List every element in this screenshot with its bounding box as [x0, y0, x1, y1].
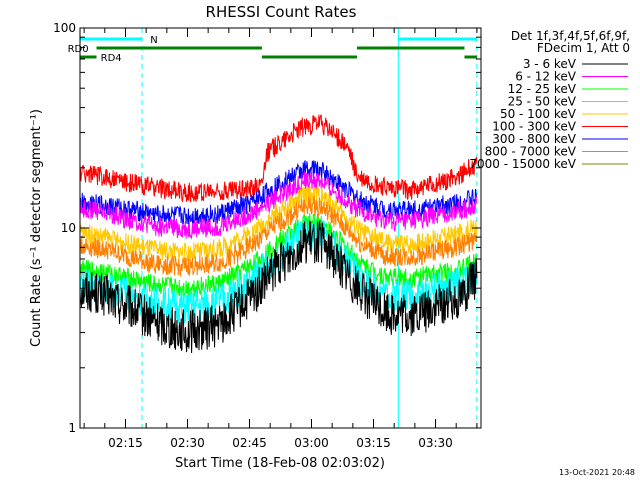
x-axis-label: Start Time (18-Feb-08 02:03:02) [175, 456, 385, 471]
y-tick-label: 100 [53, 21, 76, 35]
x-tick-label: 02:15 [108, 436, 143, 450]
legend-entry-label-6: 100 - 300 keV [492, 120, 576, 134]
series-line-6 [79, 114, 478, 203]
state-flags: N RD0 RD4 [68, 35, 477, 64]
series-line-7 [79, 160, 478, 226]
y-axis-label: Count Rate (s⁻¹ detector segment⁻¹) [29, 109, 44, 347]
x-tick-label: 02:45 [232, 436, 267, 450]
series-line-5 [79, 185, 478, 263]
legend-entry-label-9: 7000 - 15000 keV [469, 157, 576, 171]
legend-entry-label-3: 12 - 25 keV [508, 82, 577, 96]
flag-rd4-label: RD4 [101, 53, 122, 64]
x-axis: 02:15 02:30 02:45 03:00 03:15 03:30 [83, 28, 478, 450]
flag-n-label: N [150, 35, 157, 46]
series-line-2 [79, 171, 478, 240]
series-line-1 [79, 219, 478, 354]
chart-title: RHESSI Count Rates [206, 3, 357, 21]
legend-entry-label-4: 25 - 50 keV [508, 95, 577, 109]
legend: Det 1f,3f,4f,5f,6f,9f, FDecim 1, Att 0 3… [469, 29, 630, 171]
series-lines [79, 114, 478, 354]
legend-header-line-1: Det 1f,3f,4f,5f,6f,9f, [511, 29, 630, 43]
legend-entry-label-8: 800 - 7000 keV [485, 145, 577, 159]
y-tick-label: 10 [61, 221, 76, 235]
x-tick-label: 03:00 [294, 436, 329, 450]
generation-timestamp: 13-Oct-2021 20:48 [559, 468, 635, 477]
x-tick-label: 03:30 [418, 436, 453, 450]
x-tick-label: 02:30 [170, 436, 205, 450]
y-axis: 1 10 100 [53, 21, 481, 435]
series-line-8 [79, 195, 478, 278]
legend-header-line-2: FDecim 1, Att 0 [537, 41, 630, 55]
legend-entry-label-7: 300 - 800 keV [492, 132, 576, 146]
legend-entry-label-2: 6 - 12 keV [515, 70, 577, 84]
legend-entry-label-1: 3 - 6 keV [523, 57, 577, 71]
flag-rd0-label: RD0 [68, 44, 89, 55]
y-tick-label: 1 [68, 421, 76, 435]
x-tick-label: 03:15 [356, 436, 391, 450]
legend-entry-label-5: 50 - 100 keV [500, 107, 577, 121]
